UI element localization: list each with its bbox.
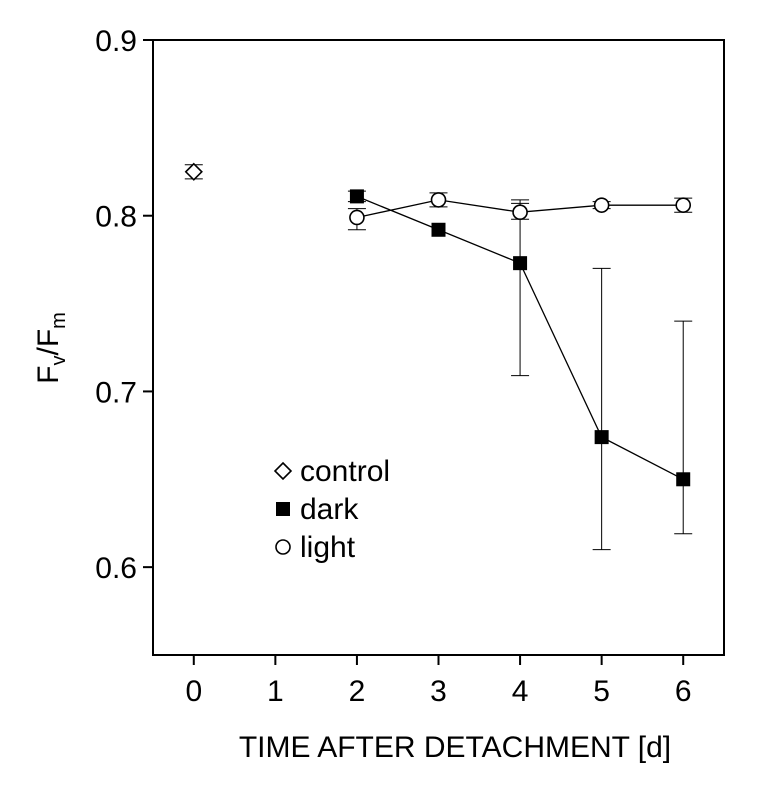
legend-label-control: control bbox=[300, 455, 390, 488]
x-tick-label-3: 3 bbox=[430, 675, 447, 708]
y-axis-title-slash: /F bbox=[32, 329, 65, 356]
dark-point-5 bbox=[594, 430, 609, 445]
y-axis-title-main: F bbox=[32, 366, 65, 384]
series-dark bbox=[347, 189, 693, 551]
legend: control dark light bbox=[273, 455, 390, 564]
legend-marker-control bbox=[273, 461, 293, 481]
light-point-6 bbox=[675, 197, 692, 213]
y-axis-title: Fv/Fm bbox=[32, 312, 70, 384]
x-tick-label-6: 6 bbox=[675, 675, 692, 708]
legend-label-light: light bbox=[300, 531, 356, 564]
y-axis-title-sub1: v bbox=[48, 356, 70, 366]
legend-marker-dark bbox=[276, 502, 290, 516]
light-point-3 bbox=[430, 192, 447, 208]
series-control bbox=[184, 162, 203, 181]
x-tick-label-0: 0 bbox=[185, 675, 202, 708]
light-point-4 bbox=[512, 204, 528, 220]
dark-point-3 bbox=[431, 222, 446, 237]
axis-ticks: 0 1 2 3 4 5 6 0.6 0.7 0.8 0.9 bbox=[95, 25, 691, 708]
light-point-2 bbox=[349, 209, 365, 226]
control-point-0 bbox=[184, 162, 203, 181]
series-layer bbox=[184, 162, 693, 551]
legend-marker-light bbox=[275, 539, 291, 555]
y-axis-title-sub2: m bbox=[48, 312, 70, 329]
dark-point-2 bbox=[349, 189, 364, 204]
x-tick-label-2: 2 bbox=[349, 675, 366, 708]
x-tick-label-1: 1 bbox=[267, 675, 284, 708]
x-axis-title: TIME AFTER DETACHMENT [d] bbox=[239, 731, 671, 764]
y-tick-label-0.9: 0.9 bbox=[95, 25, 137, 58]
dark-point-6 bbox=[676, 472, 691, 487]
y-tick-label-0.7: 0.7 bbox=[95, 376, 137, 409]
legend-label-dark: dark bbox=[300, 493, 359, 526]
y-tick-label-0.6: 0.6 bbox=[95, 552, 137, 585]
y-tick-label-0.8: 0.8 bbox=[95, 201, 137, 234]
light-point-5 bbox=[593, 197, 610, 213]
x-tick-label-4: 4 bbox=[512, 675, 529, 708]
plot-frame bbox=[152, 39, 725, 656]
series-light bbox=[347, 192, 693, 231]
x-tick-label-5: 5 bbox=[593, 675, 610, 708]
dark-point-4 bbox=[513, 256, 528, 271]
